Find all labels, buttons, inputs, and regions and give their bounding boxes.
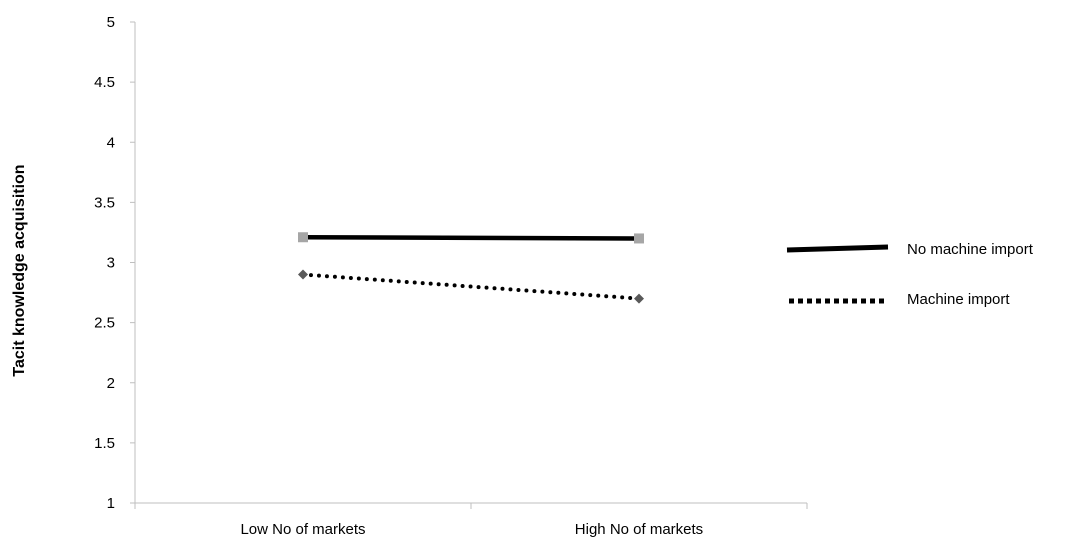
y-axis-title: Tacit knowledge acquisition: [11, 164, 28, 376]
axes: 1 1.5 2 2.5 3 3.5 4 4.5 5 Low No of markets High N…: [94, 14, 808, 538]
y-tick-label: 1: [107, 495, 115, 512]
data-point: [298, 232, 308, 243]
y-tick-label: 4: [107, 134, 115, 151]
legend-label: No machine import: [907, 241, 1034, 258]
y-tick-label: 4.5: [94, 74, 115, 91]
y-tick-label: 5: [107, 14, 115, 31]
x-tick-label: Low No of markets: [240, 521, 365, 538]
series-line: [301, 272, 641, 301]
series-1: [298, 232, 644, 244]
legend-label: Machine import: [907, 291, 1010, 308]
series-line: [302, 234, 640, 241]
y-tick-label: 2.5: [94, 315, 115, 332]
data-point: [298, 269, 308, 280]
legend: No machine import Machine import: [786, 241, 1034, 308]
y-tick-label: 3: [107, 255, 115, 272]
y-tick-label: 1.5: [94, 435, 115, 452]
legend-line-solid: [786, 244, 889, 253]
data-point: [634, 233, 644, 244]
series-2: [298, 269, 644, 304]
series-layer: [298, 232, 644, 304]
x-tick-label: High No of markets: [575, 521, 703, 538]
y-tick-label: 3.5: [94, 194, 115, 211]
data-point: [634, 293, 644, 304]
y-tick-label: 2: [107, 375, 115, 392]
